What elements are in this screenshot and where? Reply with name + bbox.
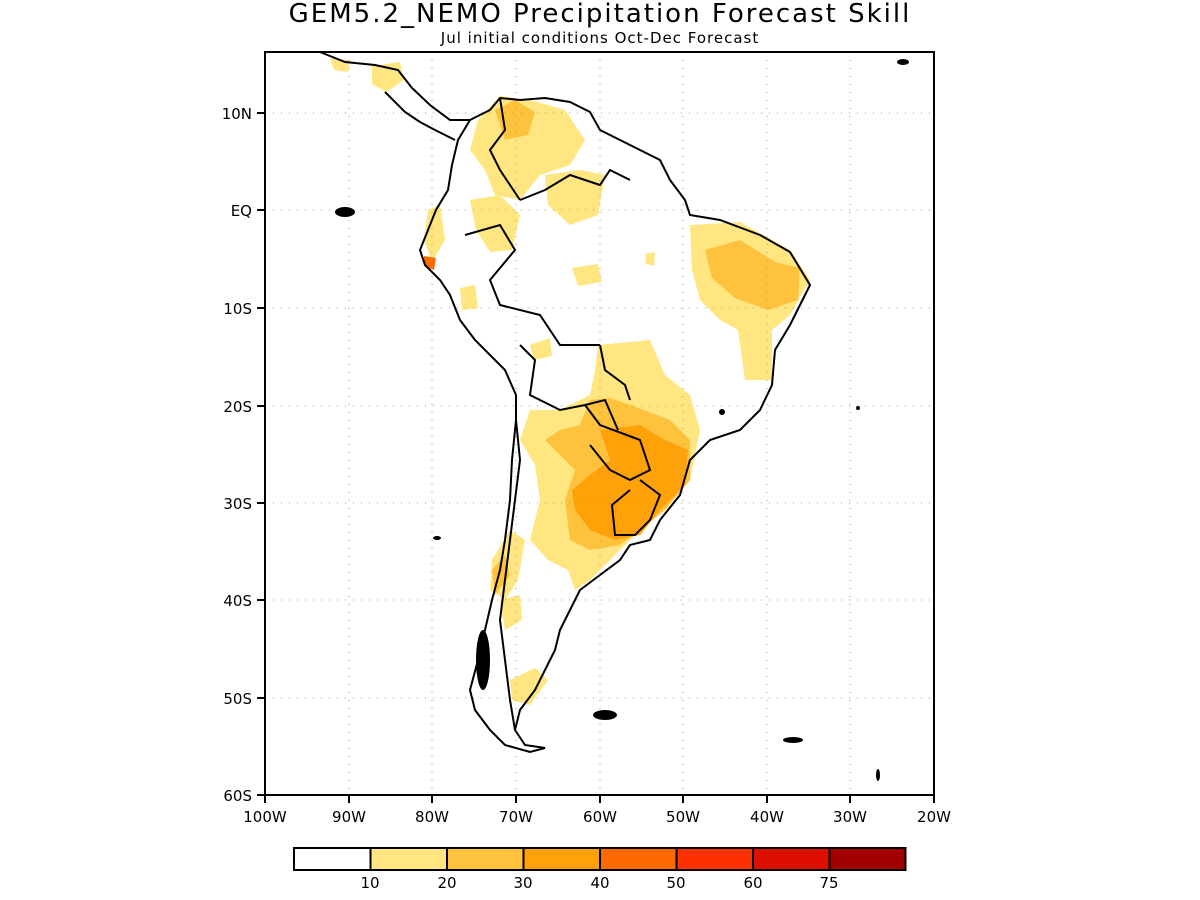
border-argentina-brazil	[610, 479, 662, 536]
color-bar-swatch-1	[369, 847, 448, 871]
lat-label-20s: 20S	[223, 398, 252, 416]
lat-label-10n: 10N	[222, 105, 252, 123]
skill-region-guyana	[545, 170, 605, 225]
color-bar-swatch-5	[675, 847, 754, 871]
skill-region-amazon-3	[645, 252, 655, 266]
lon-label-100w: 100W	[243, 808, 287, 826]
color-bar-swatch-2	[446, 847, 525, 871]
border-venezuela-brazil	[519, 168, 631, 201]
color-bar-swatch-7	[828, 847, 907, 871]
lat-label-40s: 40S	[223, 592, 252, 610]
lat-label-30s: 30S	[223, 495, 252, 513]
falkland-island	[593, 710, 617, 720]
legend-label-75: 75	[819, 874, 838, 892]
south-america-coast	[418, 96, 812, 754]
legend-label-10: 10	[360, 874, 379, 892]
border-brazil-bolivia	[599, 344, 631, 401]
border-paraguay	[584, 404, 652, 482]
central-america-coast-2	[384, 91, 456, 141]
legend-label-40: 40	[590, 874, 609, 892]
skill-region-chile-3	[500, 595, 522, 630]
islands	[335, 59, 909, 781]
skill-region-colombia	[470, 195, 520, 252]
chiloe-island	[476, 630, 490, 690]
lon-label-80w: 80W	[415, 808, 449, 826]
lon-label-20w: 20W	[917, 808, 951, 826]
skill-region-ecuador	[424, 205, 445, 262]
border-peru-brazil	[464, 223, 600, 346]
skill-region-ne-brazil-core	[705, 240, 800, 310]
legend-label-20: 20	[437, 874, 456, 892]
color-bar-swatch-3	[522, 847, 601, 871]
lat-label-60s: 60S	[223, 787, 252, 805]
sandwich-island	[876, 769, 880, 781]
border-colombia-venezuela	[488, 97, 521, 201]
lat-label-eq: EQ	[231, 202, 252, 220]
map-title: GEM5.2_NEMO Precipitation Forecast Skill	[288, 0, 912, 29]
skill-region-bolivia	[530, 338, 552, 360]
lon-label-50w: 50W	[666, 808, 700, 826]
coastlines	[319, 51, 812, 754]
border-chile-argentina	[498, 419, 522, 731]
skill-region-central-america-2	[372, 62, 404, 92]
skill-region-amazon-2	[460, 285, 478, 310]
lon-ticks	[264, 795, 935, 803]
color-bar-swatch-6	[752, 847, 831, 871]
lat-label-10s: 10S	[223, 300, 252, 318]
trindade-island	[856, 406, 860, 410]
color-bar-swatch-4	[599, 847, 678, 871]
color-bar	[293, 847, 907, 871]
skill-region-amazon	[572, 264, 602, 286]
fernando-island	[719, 409, 725, 415]
south-georgia-island	[783, 737, 803, 743]
lon-label-90w: 90W	[332, 808, 366, 826]
legend-label-60: 60	[743, 874, 762, 892]
map-subtitle: Jul initial conditions Oct-Dec Forecast	[440, 29, 760, 47]
color-bar-swatch-0	[293, 847, 372, 871]
lon-label-70w: 70W	[499, 808, 533, 826]
border-bolivia	[519, 344, 619, 431]
skill-region-peru-dot	[424, 256, 436, 270]
legend-label-50: 50	[666, 874, 685, 892]
lon-label-40w: 40W	[750, 808, 784, 826]
caribbean-island	[897, 59, 909, 65]
juan-fernandez-island	[433, 536, 441, 540]
skill-region-venezuela	[470, 96, 585, 200]
lat-label-50s: 50S	[223, 690, 252, 708]
skill-region-parana-core	[572, 425, 688, 540]
galapagos-island	[335, 207, 355, 217]
lon-label-30w: 30W	[833, 808, 867, 826]
lat-ticks	[257, 112, 265, 796]
central-america-coast	[319, 51, 470, 121]
legend-label-30: 30	[513, 874, 532, 892]
lon-label-60w: 60W	[583, 808, 617, 826]
skill-region-patagonia	[510, 668, 548, 705]
